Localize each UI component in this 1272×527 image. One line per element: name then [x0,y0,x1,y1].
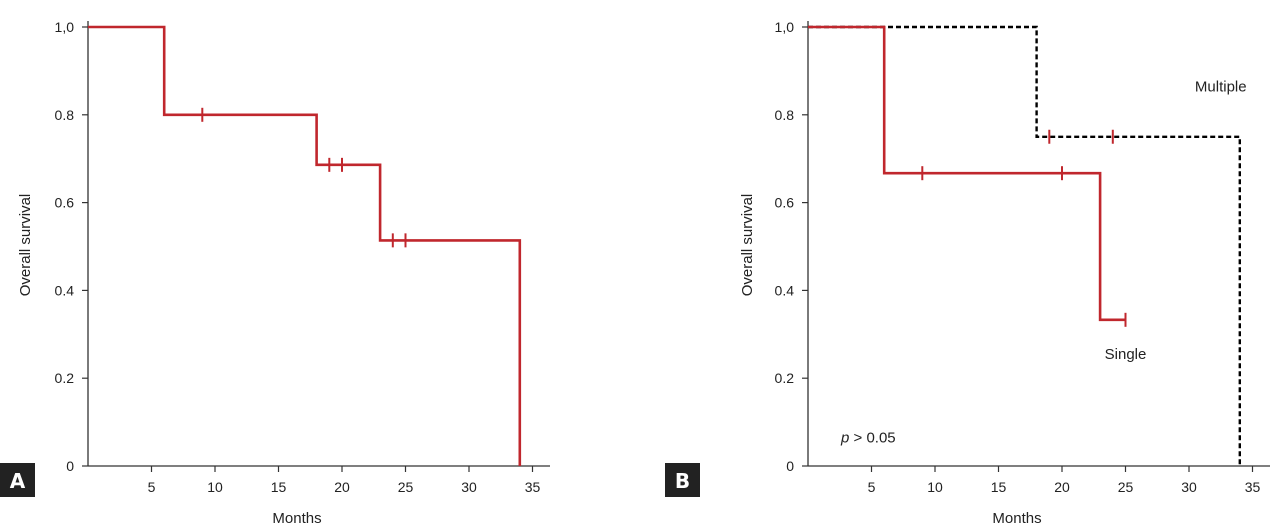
chart-panel-a: 0 0.2 0.4 0.6 0.8 1,0 5 10 15 20 25 30 35 Months Overa… [0,19,550,527]
y-tick-label: 0.2 [55,370,75,386]
annotation-multiple: Multiple [1195,78,1247,95]
panel-letter: A [10,469,26,493]
x-axis-label: Months [992,510,1041,527]
annotation-single: Single [1105,346,1147,363]
x-tick-label: 20 [334,479,350,495]
x-tick-label: 10 [207,479,223,495]
x-tick-label: 35 [1245,479,1261,495]
x-tick-label: 5 [868,479,876,495]
y-tick-label: 0.6 [775,195,795,211]
series-line-0 [88,25,522,466]
x-tick-label: 30 [461,479,477,495]
y-tick-label: 0 [786,458,794,474]
y-tick-label: 0.4 [55,282,75,298]
x-tick-label: 20 [1054,479,1070,495]
panel-badge [0,463,35,497]
chart-panel-b: 0 0.2 0.4 0.6 0.8 1,0 5 10 15 20 25 30 35 Months Overa… [665,19,1270,527]
y-tick-label: 0.6 [55,195,75,211]
annotation-p: p > 0.05 [840,429,896,446]
panel-badge [665,463,700,497]
x-tick-label: 25 [398,479,414,495]
y-tick-label: 1,0 [775,19,795,35]
y-tick-label: 0.4 [775,282,795,298]
y-axis-label: Overall survival [739,194,756,297]
x-tick-label: 15 [271,479,287,495]
series-line-single [808,25,1126,322]
x-tick-label: 30 [1181,479,1197,495]
series-line-multiple [808,25,1242,466]
panel-letter: B [675,469,690,493]
x-axis-label: Months [272,510,321,527]
y-tick-label: 0 [66,458,74,474]
x-tick-label: 25 [1118,479,1134,495]
y-tick-label: 0.2 [775,370,795,386]
y-tick-label: 0.8 [775,107,795,123]
y-tick-label: 0.8 [55,107,75,123]
x-tick-label: 10 [927,479,943,495]
y-tick-label: 1,0 [55,19,75,35]
x-tick-label: 35 [525,479,541,495]
x-tick-label: 15 [991,479,1007,495]
y-axis-label: Overall survival [17,194,34,297]
x-tick-label: 5 [148,479,156,495]
